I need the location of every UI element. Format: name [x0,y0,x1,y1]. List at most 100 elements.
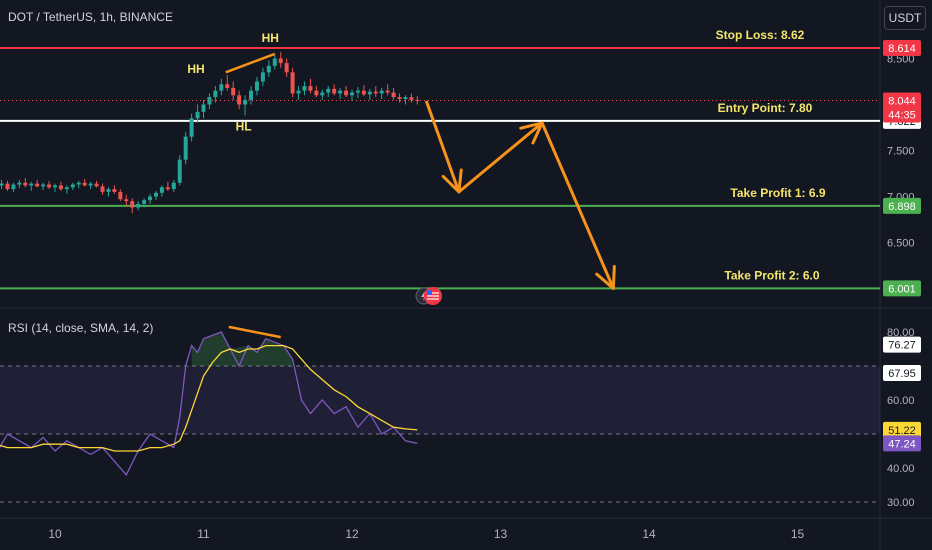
candle-body [320,92,325,96]
level-tag-bg [883,40,921,57]
candle-body [219,84,224,91]
candle-body [58,185,63,190]
level-label: Entry Point: 7.80 [718,101,813,115]
candle-body [243,99,248,105]
level-tag: 8.614 [888,43,916,55]
pattern-label: HL [236,119,252,133]
forecast-arrowhead [441,168,463,194]
candle-body [159,187,164,193]
rsi-tick: 60.00 [887,395,915,407]
candle-body [142,200,147,204]
pattern-label: HH [187,62,204,76]
hh-trendline [225,52,276,74]
price-tick: 7.500 [887,146,915,158]
time-tick: 13 [494,527,508,541]
rsi-tag: 76.27 [888,340,916,352]
candle-body [260,72,265,82]
candle-body [207,97,212,105]
candle-body [308,86,313,91]
candle-body [284,63,289,73]
candle-body [11,184,16,190]
rsi-tag: 51.22 [888,425,916,437]
candle-body [17,182,22,185]
candle-body [201,104,206,112]
candle-body [338,90,343,94]
forecast-arrowhead [519,121,544,145]
level-tag: 6.001 [888,283,916,295]
candle-body [82,182,87,186]
level-tag-bg [883,280,921,297]
candle-body [130,201,135,208]
candle-body [385,90,390,93]
candle-body [195,111,200,119]
candle-body [237,95,242,105]
level-label: Take Profit 2: 6.0 [724,268,819,282]
candle-body [70,184,75,188]
candle-body [254,81,259,91]
time-tick: 15 [791,527,805,541]
rsi-label: RSI (14, close, SMA, 14, 2) [8,321,154,335]
candle-body [88,183,93,186]
candle-body [302,86,307,91]
candle-body [391,92,396,98]
rsi-divergence-line [228,325,281,339]
currency-button[interactable]: USDT [884,6,926,30]
level-tag: 6.898 [888,201,916,213]
rsi-tag-bg [883,435,921,452]
candle-body [403,97,408,99]
candle-body [373,91,378,94]
candle-body [409,97,414,100]
candle-body [100,186,105,192]
candle-body [76,182,81,185]
countdown-tag: 44:35 [888,109,916,121]
level-label: Stop Loss: 8.62 [716,28,805,42]
candle-body [136,203,141,208]
rsi-tag: 47.24 [888,438,916,450]
candle-body [47,184,52,188]
candle-body [5,183,10,190]
candle-body [278,58,283,64]
candles [0,52,420,214]
time-tick: 11 [197,527,210,541]
rsi-tag-bg [883,364,921,381]
rsi-tag-bg [883,336,921,353]
current-price-tag-bg [883,92,921,123]
candle-body [148,196,153,201]
rsi-tag-bg [883,421,921,438]
candle-body [367,91,372,95]
current-price-tag: 8.044 [888,95,916,107]
annotations: HH HH HL [187,31,616,305]
candle-body [290,72,295,94]
time-tick: 14 [642,527,656,541]
candle-body [177,159,182,183]
level-label: Take Profit 1: 6.9 [730,186,825,200]
candle-body [106,189,111,192]
candle-body [29,183,34,186]
candle-body [415,99,420,101]
candle-body [397,97,402,99]
candle-body [35,183,40,187]
rsi-tag: 67.95 [888,368,916,380]
forecast-arrowhead [595,265,616,290]
candle-body [355,90,360,93]
candle-body [296,90,301,94]
time-axis: 10 11 12 13 14 15 [48,527,804,541]
candle-body [112,189,117,192]
rsi-ma-line [0,344,418,452]
candle-body [183,136,188,160]
candle-body [0,183,4,186]
candle-body [314,90,319,96]
rsi-tick: 40.00 [887,463,915,475]
candle-body [165,187,170,190]
time-tick: 10 [48,527,62,541]
candle-body [124,199,129,202]
candle-body [326,88,331,93]
candle-body [231,87,236,96]
price-tick: 6.500 [887,238,915,250]
rsi-tick: 30.00 [887,497,915,509]
candle-body [361,90,366,95]
chart-title: DOT / TetherUS, 1h, BINANCE [8,10,173,24]
rsi-pane [0,325,880,503]
candle-body [350,92,354,96]
